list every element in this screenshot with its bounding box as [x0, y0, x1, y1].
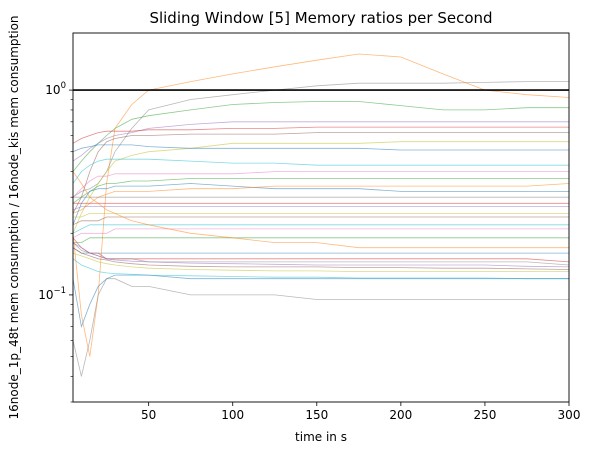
series-line-5 [73, 126, 569, 144]
series-line-23 [73, 247, 569, 254]
series-line-13 [73, 183, 569, 214]
series-line-10 [73, 171, 569, 198]
series-line-7 [73, 141, 569, 234]
x-tick-label: 250 [473, 408, 496, 422]
plot-frame [72, 32, 570, 403]
series-line-8 [73, 144, 569, 153]
series-line-29 [73, 258, 569, 280]
series-line-27 [73, 247, 569, 270]
series-line-31 [73, 274, 569, 329]
chart-title: Sliding Window [5] Memory ratios per Sec… [149, 9, 492, 27]
series-line-6 [73, 132, 569, 214]
series-line-11 [73, 178, 569, 204]
series-line-4 [73, 121, 569, 162]
series-line-3 [73, 101, 569, 172]
series-line-9 [73, 158, 569, 184]
series-line-16 [73, 206, 569, 211]
series-line-22 [73, 171, 569, 249]
x-axis-label: time in s [295, 430, 347, 444]
x-tick-label: 100 [221, 408, 244, 422]
series-line-1 [73, 53, 569, 357]
series-line-28 [73, 252, 569, 272]
series-line-26 [73, 242, 569, 268]
x-tick-label: 50 [141, 408, 156, 422]
x-tick-label: 300 [558, 408, 581, 422]
x-tick-label: 150 [305, 408, 328, 422]
x-tick-label: 200 [389, 408, 412, 422]
series-line-30 [73, 278, 569, 377]
series-line-24 [73, 237, 569, 263]
series-line-18 [73, 216, 569, 226]
series-line-12 [73, 183, 569, 225]
y-axis-label: 16node_1p_48t mem consumption / 16node_k… [7, 15, 21, 419]
series-layer [73, 53, 569, 377]
series-line-17 [73, 213, 569, 218]
series-line-20 [73, 228, 569, 239]
y-tick-label: 10−1 [38, 286, 66, 302]
y-axis-ticks: 10−1 100 [38, 81, 73, 403]
series-line-2 [73, 81, 569, 198]
x-axis-ticks: 50 100 150 200 250 300 [141, 402, 580, 422]
series-line-21 [73, 237, 569, 243]
series-line-19 [73, 224, 569, 234]
y-tick-label: 100 [45, 81, 66, 97]
